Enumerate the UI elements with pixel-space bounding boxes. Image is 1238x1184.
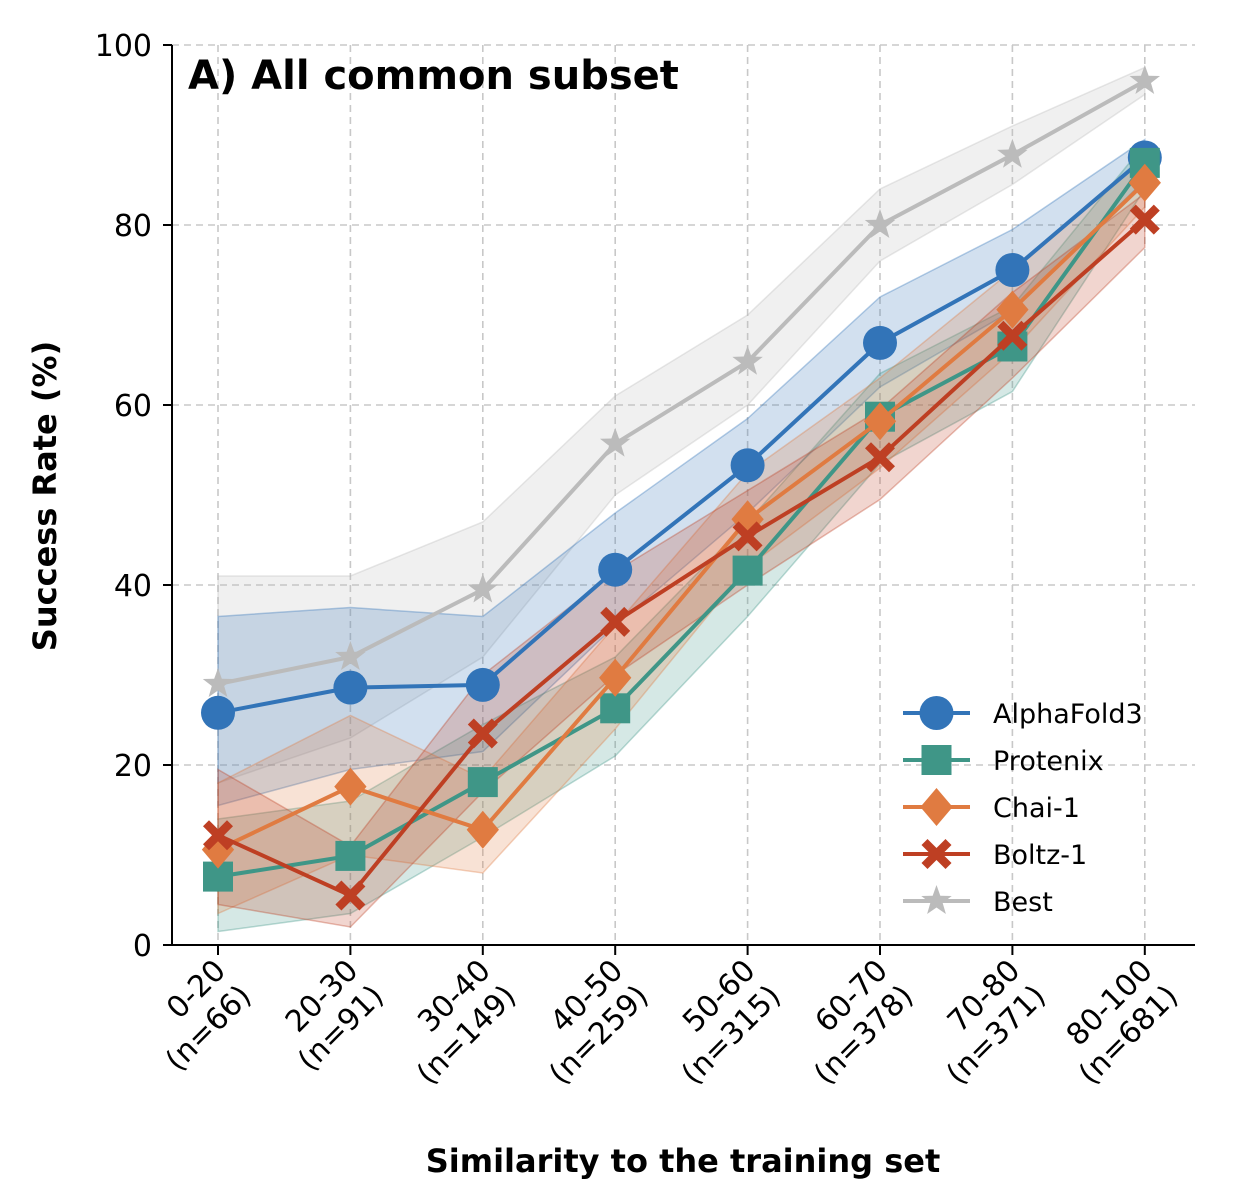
legend-label: Chai-1: [993, 793, 1080, 824]
y-tick-label: 40: [114, 569, 152, 604]
legend-label: Protenix: [993, 746, 1104, 777]
legend-item-protenix: Protenix: [903, 745, 1104, 777]
boltz-1-series: [203, 204, 1160, 911]
best-point: [1129, 65, 1161, 94]
y-tick-label: 0: [133, 929, 152, 964]
legend-item-boltz-1: Boltz-1: [903, 839, 1087, 871]
legend-marker: [919, 696, 954, 730]
y-ticks: 0 20 40 60 80 100: [95, 29, 172, 964]
legend-label: Best: [993, 887, 1053, 918]
best-point: [864, 209, 896, 238]
chai-1-point: [599, 658, 632, 697]
x-tick-label: 60-70(n=378): [807, 953, 920, 1091]
alphafold3-point: [201, 695, 235, 730]
best-point: [599, 427, 631, 457]
legend-marker: [921, 839, 952, 869]
chai-1-point: [1128, 163, 1161, 202]
x-tick-label: 20-30(n=91): [279, 953, 391, 1078]
best-series: [202, 65, 1161, 697]
best-point: [732, 345, 763, 375]
alphafold3-point: [598, 552, 633, 587]
boltz-1-point: [600, 606, 631, 637]
best-line: [217, 79, 1146, 686]
chai-1-point: [996, 290, 1029, 329]
x-tick-label: 50-60(n=315): [675, 953, 788, 1091]
legend-marker: [921, 885, 952, 914]
boltz-1-point: [1129, 204, 1160, 235]
x-tick-label: 70-80(n=371): [940, 953, 1053, 1091]
legend-label: Boltz-1: [993, 840, 1087, 871]
chai-1-point: [466, 810, 499, 849]
x-tick-label: 40-50(n=259): [543, 953, 656, 1091]
best-point: [335, 641, 366, 670]
y-tick-label: 20: [114, 749, 152, 784]
alphafold3-point: [333, 670, 368, 705]
protenix-point: [732, 555, 763, 586]
x-ticks: 0-20(n=66) 20-30(n=91) 30-40(n=149) 40-50(n…: [159, 945, 1185, 1092]
chart-title: A) All common subset: [188, 53, 679, 99]
y-tick-label: 60: [114, 389, 152, 424]
legend-item-best: Best: [903, 885, 1053, 918]
y-tick-label: 80: [114, 209, 152, 244]
x-axis-title: Similarity to the training set: [426, 1142, 941, 1180]
chai-1-band: [217, 155, 1146, 915]
alphafold3-point: [863, 325, 897, 360]
chai-1-point: [863, 402, 897, 441]
best-point: [467, 573, 499, 603]
chai-1-line: [217, 181, 1147, 852]
alphafold3-point: [995, 253, 1030, 287]
legend-item-chai-1: Chai-1: [903, 788, 1080, 826]
chai-1-point: [334, 767, 367, 806]
legend-marker: [921, 745, 952, 775]
legend: AlphaFold3 Protenix Chai-1 Boltz-1 Best: [903, 696, 1143, 918]
x-tick-label: 0-20(n=66): [159, 953, 259, 1078]
axes: [171, 45, 1195, 946]
boltz-1-line: [217, 218, 1147, 898]
alphafold3-point: [730, 448, 765, 483]
legend-item-alphafold3: AlphaFold3: [903, 696, 1143, 730]
y-axis-title: Success Rate (%): [26, 341, 64, 651]
best-point: [202, 668, 234, 697]
boltz-1-point: [997, 320, 1028, 351]
protenix-point: [335, 840, 366, 871]
boltz-1-point: [732, 521, 763, 552]
boltz-1-point: [467, 718, 498, 749]
boltz-1-point: [865, 442, 895, 473]
legend-marker: [920, 788, 953, 826]
x-tick-label: 80-100(n=681): [1060, 953, 1185, 1091]
x-tick-label: 30-40(n=149): [410, 953, 523, 1091]
legend-label: AlphaFold3: [993, 699, 1143, 730]
best-point: [997, 138, 1028, 168]
alphafold3-line: [217, 155, 1147, 715]
y-tick-label: 100: [95, 29, 152, 64]
boltz-1-point: [203, 820, 233, 851]
boltz-1-point: [335, 880, 366, 911]
protenix-point: [600, 693, 631, 724]
protenix-point: [467, 767, 498, 798]
alphafold3-point: [465, 667, 500, 702]
series-lines: [201, 65, 1162, 911]
